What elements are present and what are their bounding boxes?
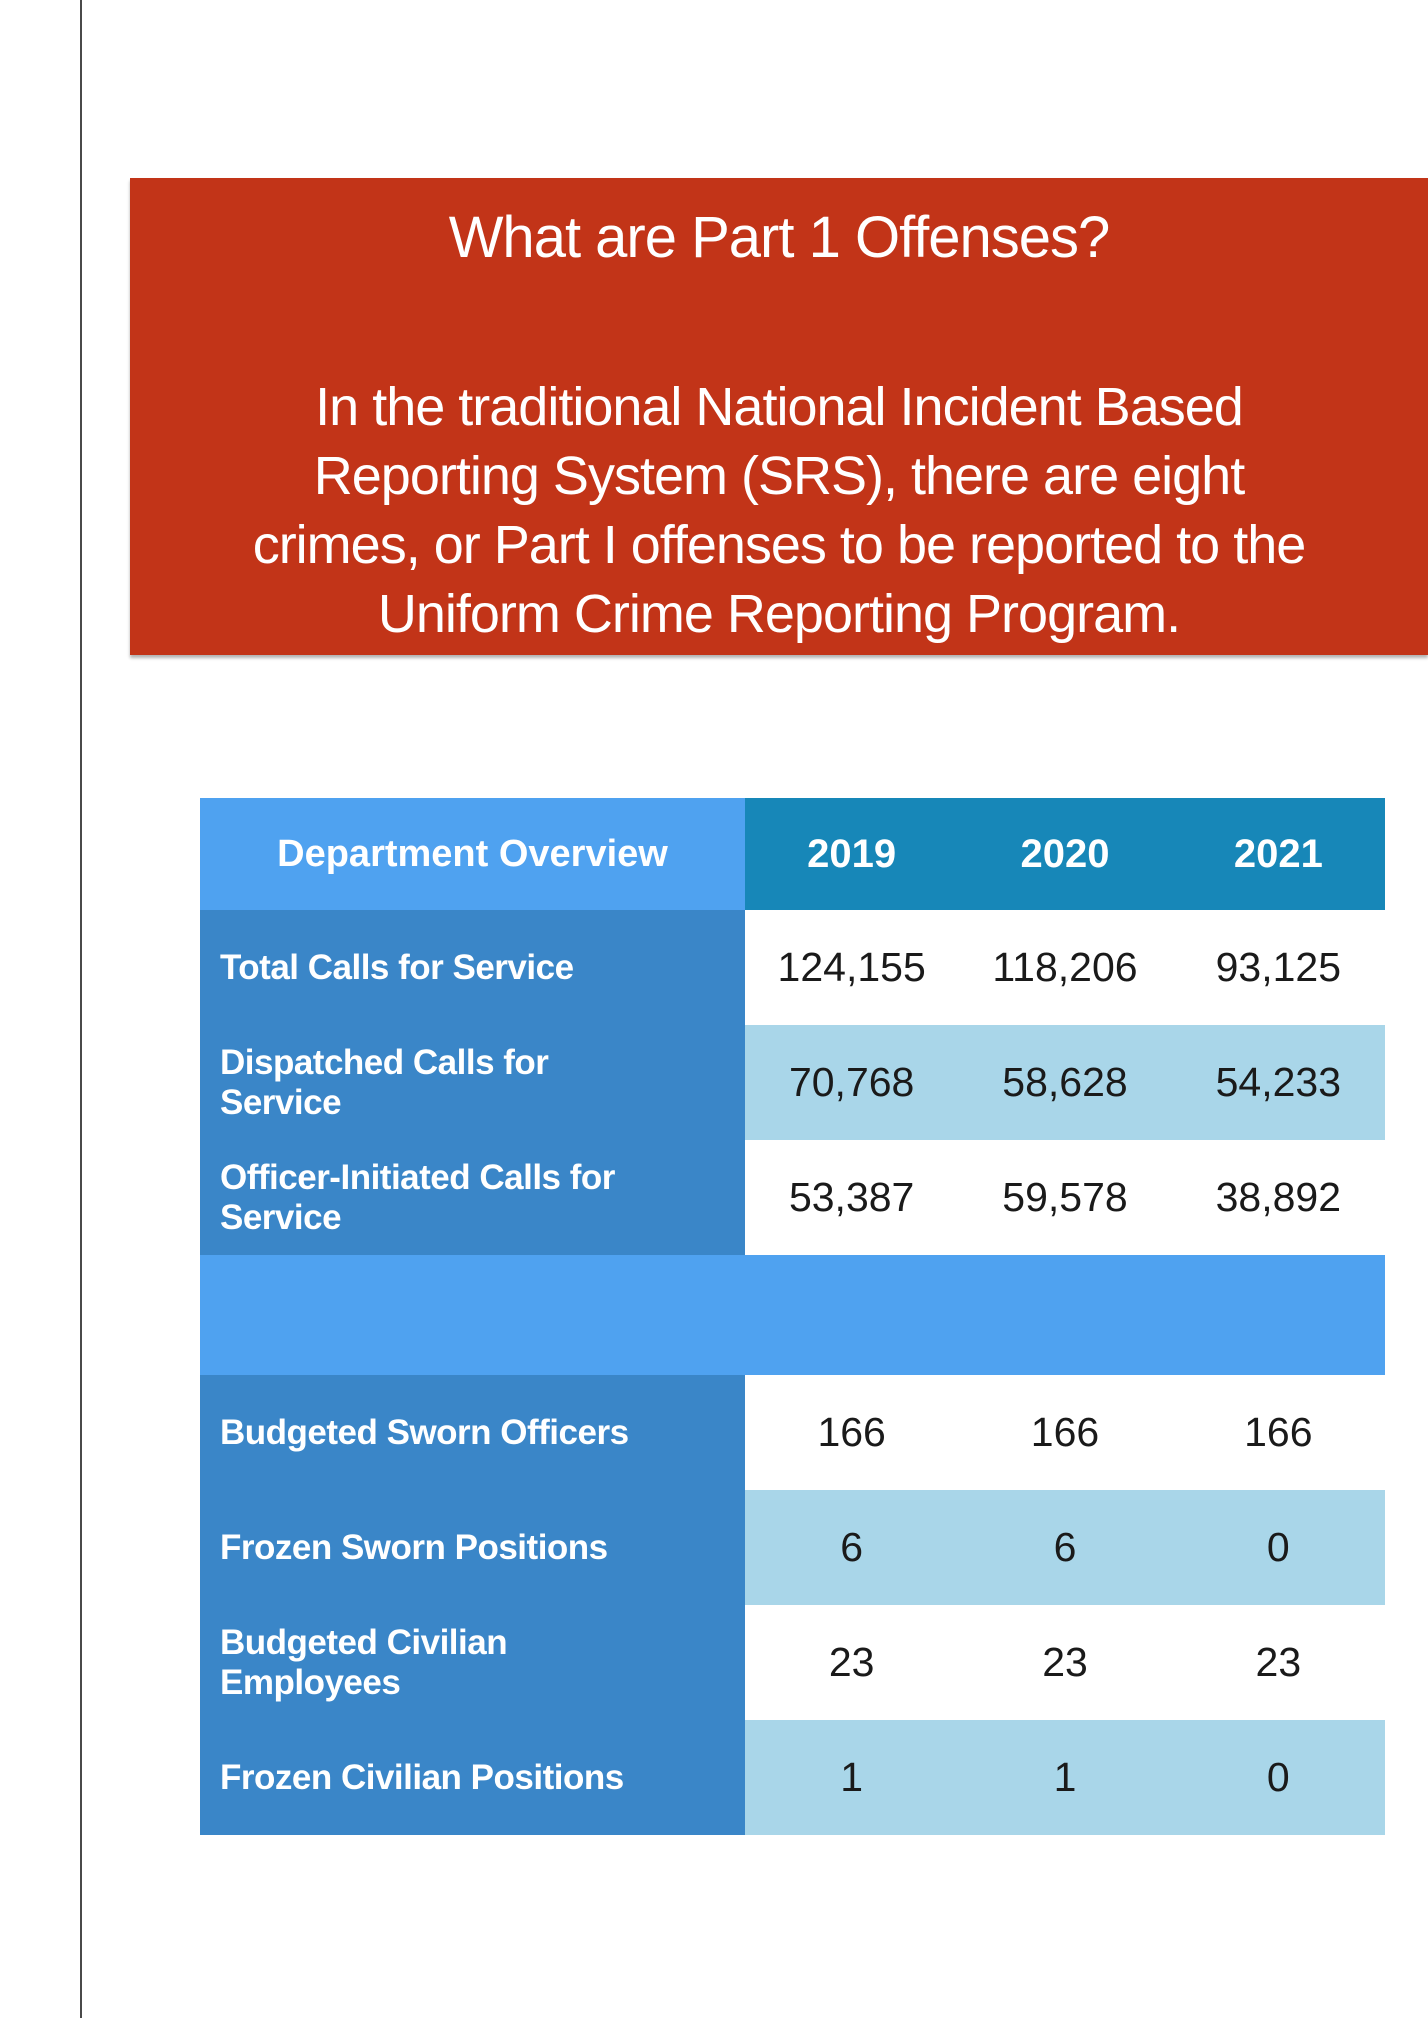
table-row: Total Calls for Service 124,155 118,206 93,… (200, 910, 1385, 1025)
value-cell-2019: 6 (745, 1490, 959, 1605)
value-cell-2021: 166 (1171, 1375, 1385, 1490)
value-cell-2020: 58,628 (958, 1025, 1172, 1140)
value-cell-2019: 166 (745, 1375, 959, 1490)
table-row: Budgeted Civilian Employees 23 23 23 (200, 1605, 1385, 1720)
value-cell-2019: 70,768 (745, 1025, 959, 1140)
left-margin-divider (80, 0, 82, 2018)
banner: What are Part 1 Offenses? In the traditi… (130, 178, 1428, 655)
table-header-row: Department Overview 2019 2020 2021 (200, 798, 1385, 910)
value-cell-2021: 0 (1171, 1720, 1385, 1835)
value-cell-2020: 118,206 (958, 910, 1172, 1025)
value-cell-2021: 23 (1171, 1605, 1385, 1720)
value-cell-2020: 59,578 (958, 1140, 1172, 1255)
table-row: Frozen Sworn Positions 6 6 0 (200, 1490, 1385, 1605)
table-row: Dispatched Calls for Service 70,768 58,628… (200, 1025, 1385, 1140)
table-row: Budgeted Sworn Officers 166 166 166 (200, 1375, 1385, 1490)
department-overview-table: Department Overview 2019 2020 2021 Total… (200, 798, 1385, 1835)
value-cell-2019: 23 (745, 1605, 959, 1720)
row-label-cell: Dispatched Calls for Service (200, 1025, 745, 1140)
header-year-2021: 2021 (1171, 798, 1385, 910)
value-cell-2020: 6 (958, 1490, 1172, 1605)
value-cell-2021: 38,892 (1171, 1140, 1385, 1255)
value-cell-2019: 1 (745, 1720, 959, 1835)
row-label-cell: Officer-Initiated Calls for Service (200, 1140, 745, 1255)
table-body: Total Calls for Service 124,155 118,206 93,… (200, 910, 1385, 1835)
value-cell-2019: 124,155 (745, 910, 959, 1025)
value-cell-2021: 0 (1171, 1490, 1385, 1605)
value-cell-2020: 166 (958, 1375, 1172, 1490)
row-label-cell: Frozen Civilian Positions (200, 1720, 745, 1835)
value-cell-2021: 54,233 (1171, 1025, 1385, 1140)
header-year-2019: 2019 (745, 798, 959, 910)
value-cell-2021: 93,125 (1171, 910, 1385, 1025)
row-label-cell: Frozen Sworn Positions (200, 1490, 745, 1605)
separator-band (200, 1255, 1385, 1375)
value-cell-2019: 53,387 (745, 1140, 959, 1255)
value-cell-2020: 23 (958, 1605, 1172, 1720)
row-label-cell: Budgeted Civilian Employees (200, 1605, 745, 1720)
table-row: Frozen Civilian Positions 1 1 0 (200, 1720, 1385, 1835)
row-label-cell: Budgeted Sworn Officers (200, 1375, 745, 1490)
value-cell-2020: 1 (958, 1720, 1172, 1835)
table-row: Officer-Initiated Calls for Service 53,38… (200, 1140, 1385, 1255)
header-label-cell: Department Overview (200, 798, 745, 910)
banner-body-text: In the traditional National Incident Bas… (252, 377, 1307, 644)
row-label-cell: Total Calls for Service (200, 910, 745, 1025)
banner-title: What are Part 1 Offenses? (448, 205, 1111, 270)
header-year-2020: 2020 (958, 798, 1172, 910)
